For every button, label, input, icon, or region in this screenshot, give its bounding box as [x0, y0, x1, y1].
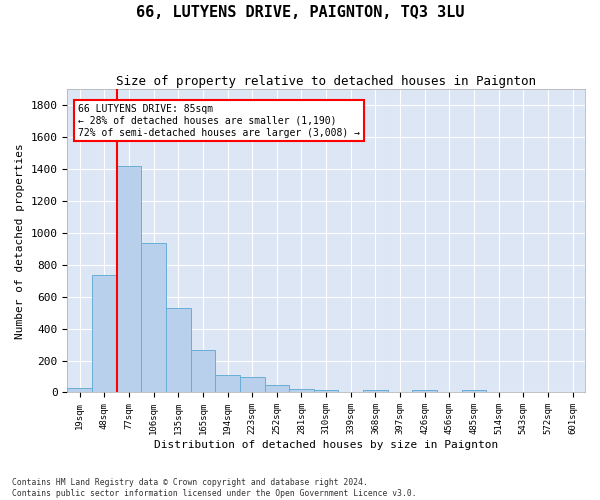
Y-axis label: Number of detached properties: Number of detached properties: [15, 143, 25, 338]
Bar: [116, 166, 141, 392]
Bar: [215, 375, 240, 392]
Bar: [92, 274, 116, 392]
Title: Size of property relative to detached houses in Paignton: Size of property relative to detached ho…: [116, 75, 536, 88]
Bar: [265, 386, 289, 392]
Bar: [191, 350, 215, 393]
Bar: [462, 390, 487, 392]
Bar: [363, 390, 388, 392]
Bar: [240, 378, 265, 392]
Bar: [67, 388, 92, 392]
Bar: [141, 243, 166, 392]
X-axis label: Distribution of detached houses by size in Paignton: Distribution of detached houses by size …: [154, 440, 498, 450]
Bar: [412, 390, 437, 392]
Text: 66, LUTYENS DRIVE, PAIGNTON, TQ3 3LU: 66, LUTYENS DRIVE, PAIGNTON, TQ3 3LU: [136, 5, 464, 20]
Text: 66 LUTYENS DRIVE: 85sqm
← 28% of detached houses are smaller (1,190)
72% of semi: 66 LUTYENS DRIVE: 85sqm ← 28% of detache…: [77, 104, 359, 138]
Bar: [289, 389, 314, 392]
Bar: [314, 390, 338, 392]
Bar: [166, 308, 191, 392]
Text: Contains HM Land Registry data © Crown copyright and database right 2024.
Contai: Contains HM Land Registry data © Crown c…: [12, 478, 416, 498]
